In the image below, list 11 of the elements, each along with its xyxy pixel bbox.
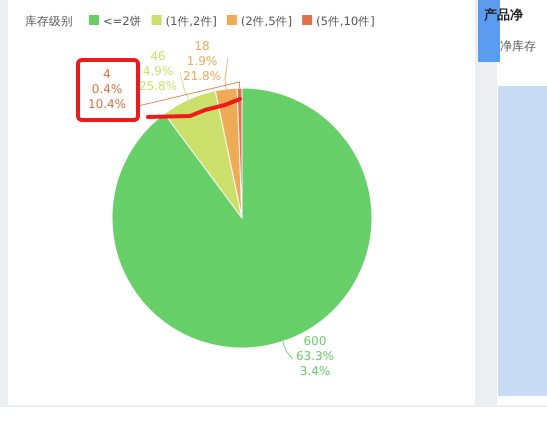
data-label: 18 1.9% 21.8% xyxy=(182,39,222,83)
legend-title: 库存级别 xyxy=(25,14,73,28)
data-label: 46 4.9% 25.8% xyxy=(138,49,178,93)
legend-label: (5件,10件] xyxy=(316,14,375,28)
pie-slice xyxy=(164,90,242,218)
text: 净库存 xyxy=(500,39,536,53)
data-label: 4 0.4% 10.4% xyxy=(88,67,126,111)
legend-label: (1件,2件] xyxy=(166,14,217,28)
legend-label: (2件,5件] xyxy=(240,14,292,28)
legend-label: <=2饼 xyxy=(103,14,142,28)
data-label: 600 63.3% 3.4% xyxy=(296,334,334,378)
